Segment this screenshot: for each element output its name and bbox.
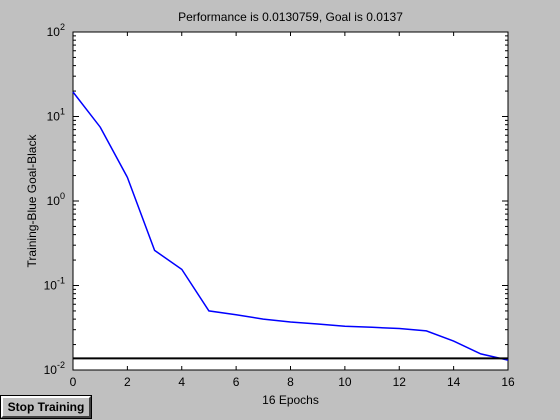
- x-tick-label: 14: [447, 375, 461, 389]
- x-tick-label: 0: [70, 375, 77, 389]
- y-tick-label: 10-1: [44, 276, 65, 293]
- x-axis-label: 16 Epochs: [262, 393, 319, 407]
- x-tick-label: 2: [124, 375, 131, 389]
- x-tick-label: 10: [338, 375, 352, 389]
- y-tick-label: 101: [47, 107, 65, 124]
- y-tick-label: 100: [47, 191, 65, 208]
- y-tick-label: 102: [47, 22, 65, 39]
- x-tick-label: 4: [178, 375, 185, 389]
- y-tick-label: 10-2: [44, 360, 65, 377]
- plot-area: [72, 31, 509, 371]
- stop-training-button[interactable]: Stop Training: [0, 395, 92, 419]
- x-tick-label: 12: [393, 375, 407, 389]
- x-tick-label: 16: [501, 375, 515, 389]
- y-axis-label: Training-Blue Goal-Black: [25, 134, 39, 268]
- x-tick-label: 6: [233, 375, 240, 389]
- series-group: [72, 91, 509, 361]
- chart-title: Performance is 0.0130759, Goal is 0.0137: [178, 10, 403, 24]
- y-axis: 10-2 10-1 100 101 102: [44, 22, 508, 377]
- training-curve: [72, 91, 509, 361]
- x-axis: 0 2 4 6 8 10 12 14 16: [70, 32, 515, 389]
- x-tick-label: 8: [287, 375, 294, 389]
